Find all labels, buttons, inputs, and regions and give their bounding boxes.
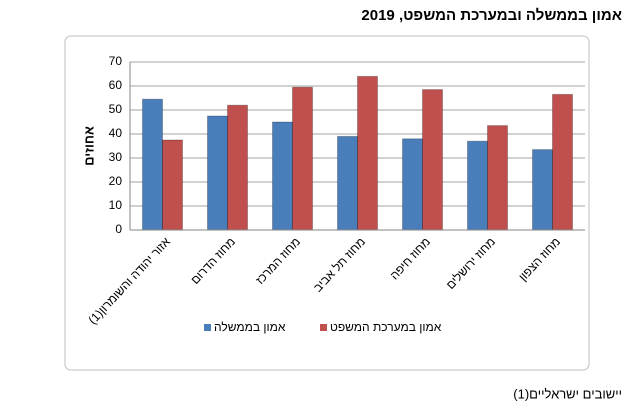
y-tick-label: 10 [109,198,123,212]
y-tick-label: 70 [109,54,123,68]
bar [487,125,508,231]
legend-label: אמון במערכת המשפט [330,320,442,334]
footnote: יישובים ישראליים(1) [513,386,622,401]
y-tick-label: 60 [109,78,123,92]
legend-label: אמון בממשלה [214,320,286,334]
legend-swatch [320,324,327,331]
y-tick-label: 20 [109,174,123,188]
bar [162,139,183,231]
chart-frame [64,35,590,371]
bar [422,89,443,231]
bar [467,140,488,231]
bar [207,115,228,231]
bar [272,121,293,231]
y-axis-label: אחוזים [81,126,96,166]
chart-title: אמון בממשלה ובמערכת המשפט, 2019 [361,7,622,24]
bar [227,104,248,231]
bar [532,149,553,231]
legend-swatch [204,324,211,331]
bar [357,75,378,231]
bar [337,135,358,231]
bar [292,86,313,231]
y-tick-label: 30 [109,150,123,164]
y-tick-label: 0 [115,222,122,236]
y-tick-label: 40 [109,126,123,140]
bar [402,138,423,231]
bar [142,98,163,231]
y-tick-label: 50 [109,102,123,116]
bar [552,93,573,231]
